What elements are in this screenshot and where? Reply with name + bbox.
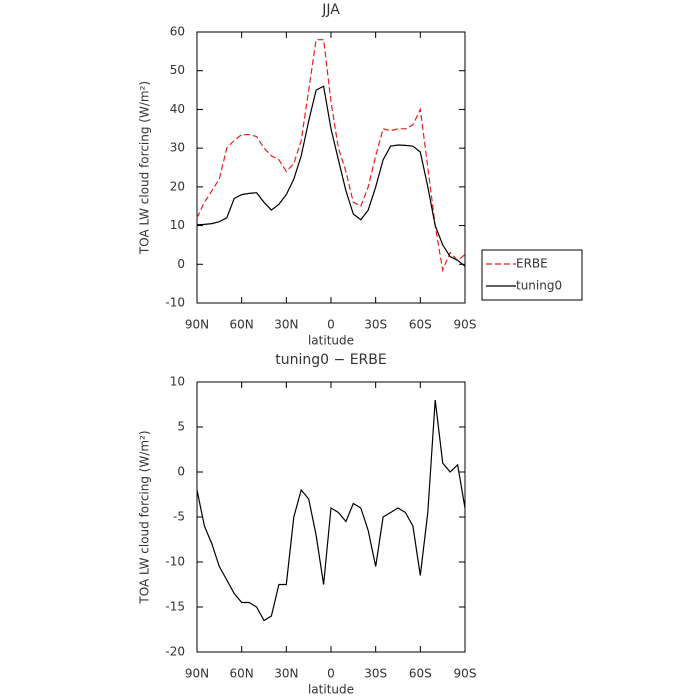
y-axis-label: TOA LW cloud forcing (W/m²) <box>138 81 152 255</box>
x-tick-label: 60S <box>409 318 432 332</box>
x-tick-label: 0 <box>327 318 335 332</box>
x-tick-label: 90N <box>185 318 209 332</box>
y-axis-label: TOA LW cloud forcing (W/m²) <box>138 430 152 604</box>
y-tick-label: 20 <box>170 179 185 193</box>
y-tick-label: 5 <box>177 420 185 434</box>
x-tick-label: 60S <box>409 667 432 681</box>
x-tick-label: 90S <box>454 318 477 332</box>
data-line <box>196 85 466 267</box>
x-tick-label: 90N <box>185 667 209 681</box>
y-tick-label: -10 <box>165 555 185 569</box>
x-tick-label: 90S <box>454 667 477 681</box>
y-tick-label: 0 <box>177 465 185 479</box>
legend-label: ERBE <box>516 257 548 271</box>
y-tick-label: 50 <box>170 63 185 77</box>
legend-label: tuning0 <box>516 279 562 293</box>
x-tick-label: 0 <box>327 667 335 681</box>
data-line <box>196 39 466 273</box>
x-axis-label: latitude <box>308 683 354 697</box>
y-tick-label: -10 <box>165 296 185 310</box>
x-tick-label: 30S <box>364 318 387 332</box>
x-tick-label: 30S <box>364 667 387 681</box>
x-tick-label: 60N <box>230 318 254 332</box>
legend-box <box>481 249 583 301</box>
y-tick-label: -20 <box>165 645 185 659</box>
x-tick-label: 30N <box>274 667 298 681</box>
plot-frame <box>196 31 466 304</box>
chart-title: JJA <box>321 2 340 18</box>
y-tick-label: -15 <box>165 600 185 614</box>
x-axis-label: latitude <box>308 334 354 348</box>
data-line <box>196 399 466 622</box>
y-tick-label: 0 <box>177 257 185 271</box>
y-tick-label: 60 <box>170 25 185 39</box>
x-tick-label: 60N <box>230 667 254 681</box>
y-tick-label: 30 <box>170 141 185 155</box>
y-tick-label: 40 <box>170 102 185 116</box>
chart-title: tuning0 − ERBE <box>275 352 386 368</box>
y-tick-label: -5 <box>173 510 185 524</box>
plot-frame <box>196 381 466 653</box>
y-tick-label: 10 <box>170 218 185 232</box>
x-tick-label: 30N <box>274 318 298 332</box>
y-tick-label: 10 <box>170 375 185 389</box>
